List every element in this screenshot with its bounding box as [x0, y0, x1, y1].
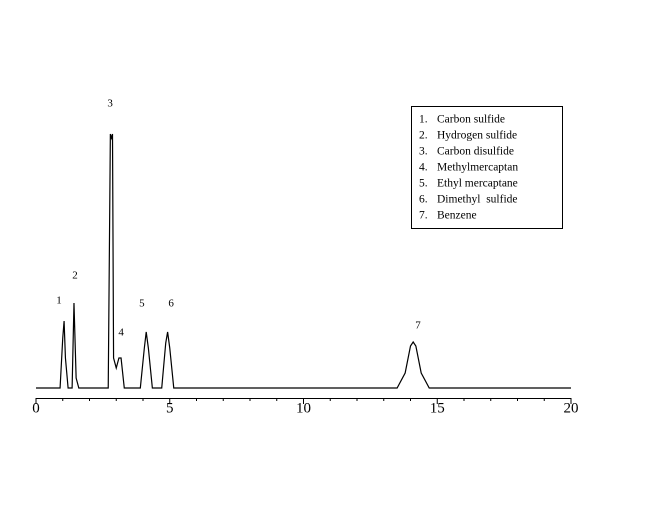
legend-label: Dimethyl sulfide [437, 194, 518, 206]
x-tick-label: 20 [564, 400, 579, 416]
legend-label: Carbon disulfide [437, 146, 514, 158]
legend-number: 2. [419, 130, 428, 142]
legend-number: 3. [419, 146, 428, 158]
peak-label: 5 [139, 298, 145, 310]
peak-label: 3 [107, 98, 113, 110]
peak-label: 4 [118, 327, 124, 339]
legend-number: 5. [419, 178, 428, 190]
trace-line [36, 133, 571, 389]
x-tick-label: 15 [430, 400, 445, 416]
legend-label: Ethyl mercaptane [437, 178, 518, 190]
peak-label: 2 [72, 270, 78, 282]
legend-label: Hydrogen sulfide [437, 130, 517, 142]
legend-box [411, 106, 563, 229]
x-tick-label: 5 [166, 400, 174, 416]
legend-number: 6. [419, 194, 428, 206]
legend-number: 1. [419, 114, 428, 126]
legend-label: Benzene [437, 210, 477, 222]
legend-label: Methylmercaptan [437, 162, 518, 174]
x-tick-label: 0 [32, 400, 40, 416]
legend-number: 7. [419, 210, 428, 222]
peak-label: 1 [56, 295, 62, 307]
legend-number: 4. [419, 162, 428, 174]
legend-label: Carbon sulfide [437, 114, 505, 126]
peak-label: 6 [168, 298, 174, 310]
peak-label: 7 [415, 320, 421, 332]
x-tick-label: 10 [296, 400, 311, 416]
